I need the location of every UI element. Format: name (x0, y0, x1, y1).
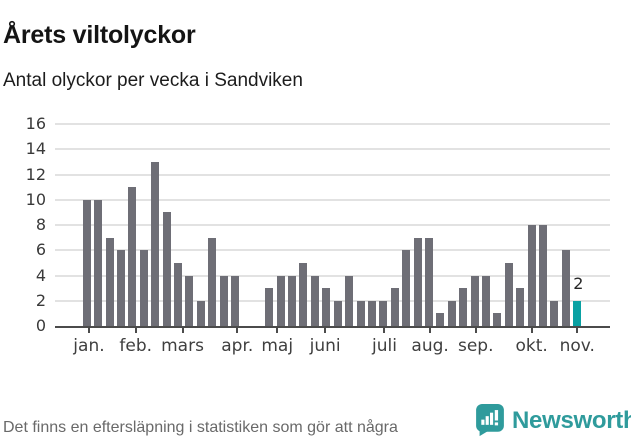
gridline-14 (55, 148, 610, 151)
bar-chart: 0 2 4 6 8 10 12 14 16 jan. feb. mars apr. maj juni juli… (0, 100, 631, 365)
x-axis-month-label: jan. (73, 336, 105, 356)
bar-week-5 (128, 187, 137, 326)
bar-week-10 (185, 275, 194, 326)
y-axis-label: 12 (25, 164, 46, 184)
bar-week-29 (402, 250, 411, 326)
gridline-6 (55, 249, 610, 252)
newsworthy-icon (476, 404, 504, 437)
y-axis-label: 2 (35, 290, 46, 310)
x-axis-month-label: maj (261, 336, 294, 356)
x-axis-tick (324, 328, 327, 333)
chart-subtitle: Antal olyckor per vecka i Sandviken (3, 70, 303, 91)
bar-week-41 (539, 225, 548, 326)
bar-week-19 (288, 275, 297, 326)
bar-week-43 (561, 250, 570, 326)
x-axis-tick (276, 328, 279, 333)
bar-week-22 (322, 288, 331, 326)
bar-week-35 (470, 275, 479, 326)
x-axis-month-label: apr. (221, 336, 254, 356)
gridline-12 (55, 173, 610, 176)
last-value-label: 2 (573, 273, 584, 293)
bar-week-37 (493, 313, 502, 326)
bar-week-36 (482, 275, 490, 326)
bar-week-18 (276, 275, 285, 326)
bar-week-3 (105, 237, 114, 326)
x-axis-month-label: nov. (559, 336, 595, 356)
bar-week-26 (367, 300, 376, 326)
footnote: Det finns en eftersläpning i statistiken… (3, 419, 398, 436)
x-axis-tick (474, 328, 477, 333)
gridline-8 (55, 224, 610, 226)
y-axis-label: 0 (35, 316, 46, 335)
bar-week-6 (139, 250, 148, 326)
bar-week-28 (390, 288, 399, 326)
x-axis-tick (530, 328, 533, 333)
x-axis-month-label: aug. (411, 336, 449, 356)
bar-week-38 (504, 262, 513, 326)
bar-week-31 (424, 237, 433, 326)
bar-week-21 (310, 275, 319, 326)
x-axis-month-label: mars (161, 336, 204, 356)
bar-week-42 (550, 300, 559, 326)
gridline-4 (55, 274, 610, 277)
x-axis-month-label: feb. (119, 336, 153, 356)
bar-week-25 (356, 300, 365, 326)
x-axis-tick (181, 328, 184, 333)
x-axis-tick (383, 328, 386, 333)
gridline-16 (55, 123, 610, 125)
bar-week-11 (196, 300, 205, 326)
bar-week-44 (573, 300, 582, 326)
bar-week-34 (459, 288, 468, 326)
bar-week-40 (527, 225, 536, 326)
x-axis-tick (134, 328, 137, 333)
x-axis-month-label: okt. (515, 336, 548, 356)
y-axis-label: 6 (35, 240, 46, 260)
bar-week-23 (333, 300, 342, 326)
x-axis-tick (429, 328, 432, 333)
x-axis-month-label: juni (309, 336, 341, 356)
x-axis-month-label: juli (371, 336, 397, 356)
bar-week-17 (265, 288, 274, 326)
y-axis-label: 16 (25, 114, 46, 133)
x-axis-tick (576, 328, 579, 333)
bar-week-39 (516, 288, 525, 326)
bar-week-14 (231, 275, 240, 326)
bar-week-7 (151, 161, 160, 326)
newsworthy-logo: Newsworthy (476, 404, 631, 437)
newsworthy-wordmark: Newsworthy (512, 406, 631, 434)
bar-week-13 (219, 275, 228, 326)
gridline-10 (55, 198, 610, 201)
bar-week-30 (413, 237, 422, 326)
bar-week-33 (447, 300, 456, 326)
y-axis-label: 14 (25, 139, 46, 159)
bar-week-24 (345, 275, 354, 326)
bar-week-1 (82, 199, 91, 326)
gridline-2 (55, 299, 610, 302)
bar-week-32 (436, 313, 445, 326)
x-axis-tick (87, 328, 90, 333)
bar-week-2 (94, 199, 103, 326)
y-axis-label: 10 (25, 189, 46, 209)
y-axis-label: 8 (35, 215, 46, 234)
x-axis-line (55, 326, 610, 328)
bar-week-12 (208, 237, 217, 326)
bar-week-8 (162, 212, 171, 326)
bar-week-27 (379, 300, 388, 326)
y-axis-label: 4 (35, 265, 46, 285)
page-title: Årets viltolyckor (3, 20, 196, 49)
x-axis-month-label: sep. (457, 336, 494, 356)
bar-week-20 (299, 262, 308, 326)
bar-week-4 (116, 250, 125, 326)
bar-week-9 (173, 262, 182, 326)
x-axis-tick (236, 328, 239, 333)
